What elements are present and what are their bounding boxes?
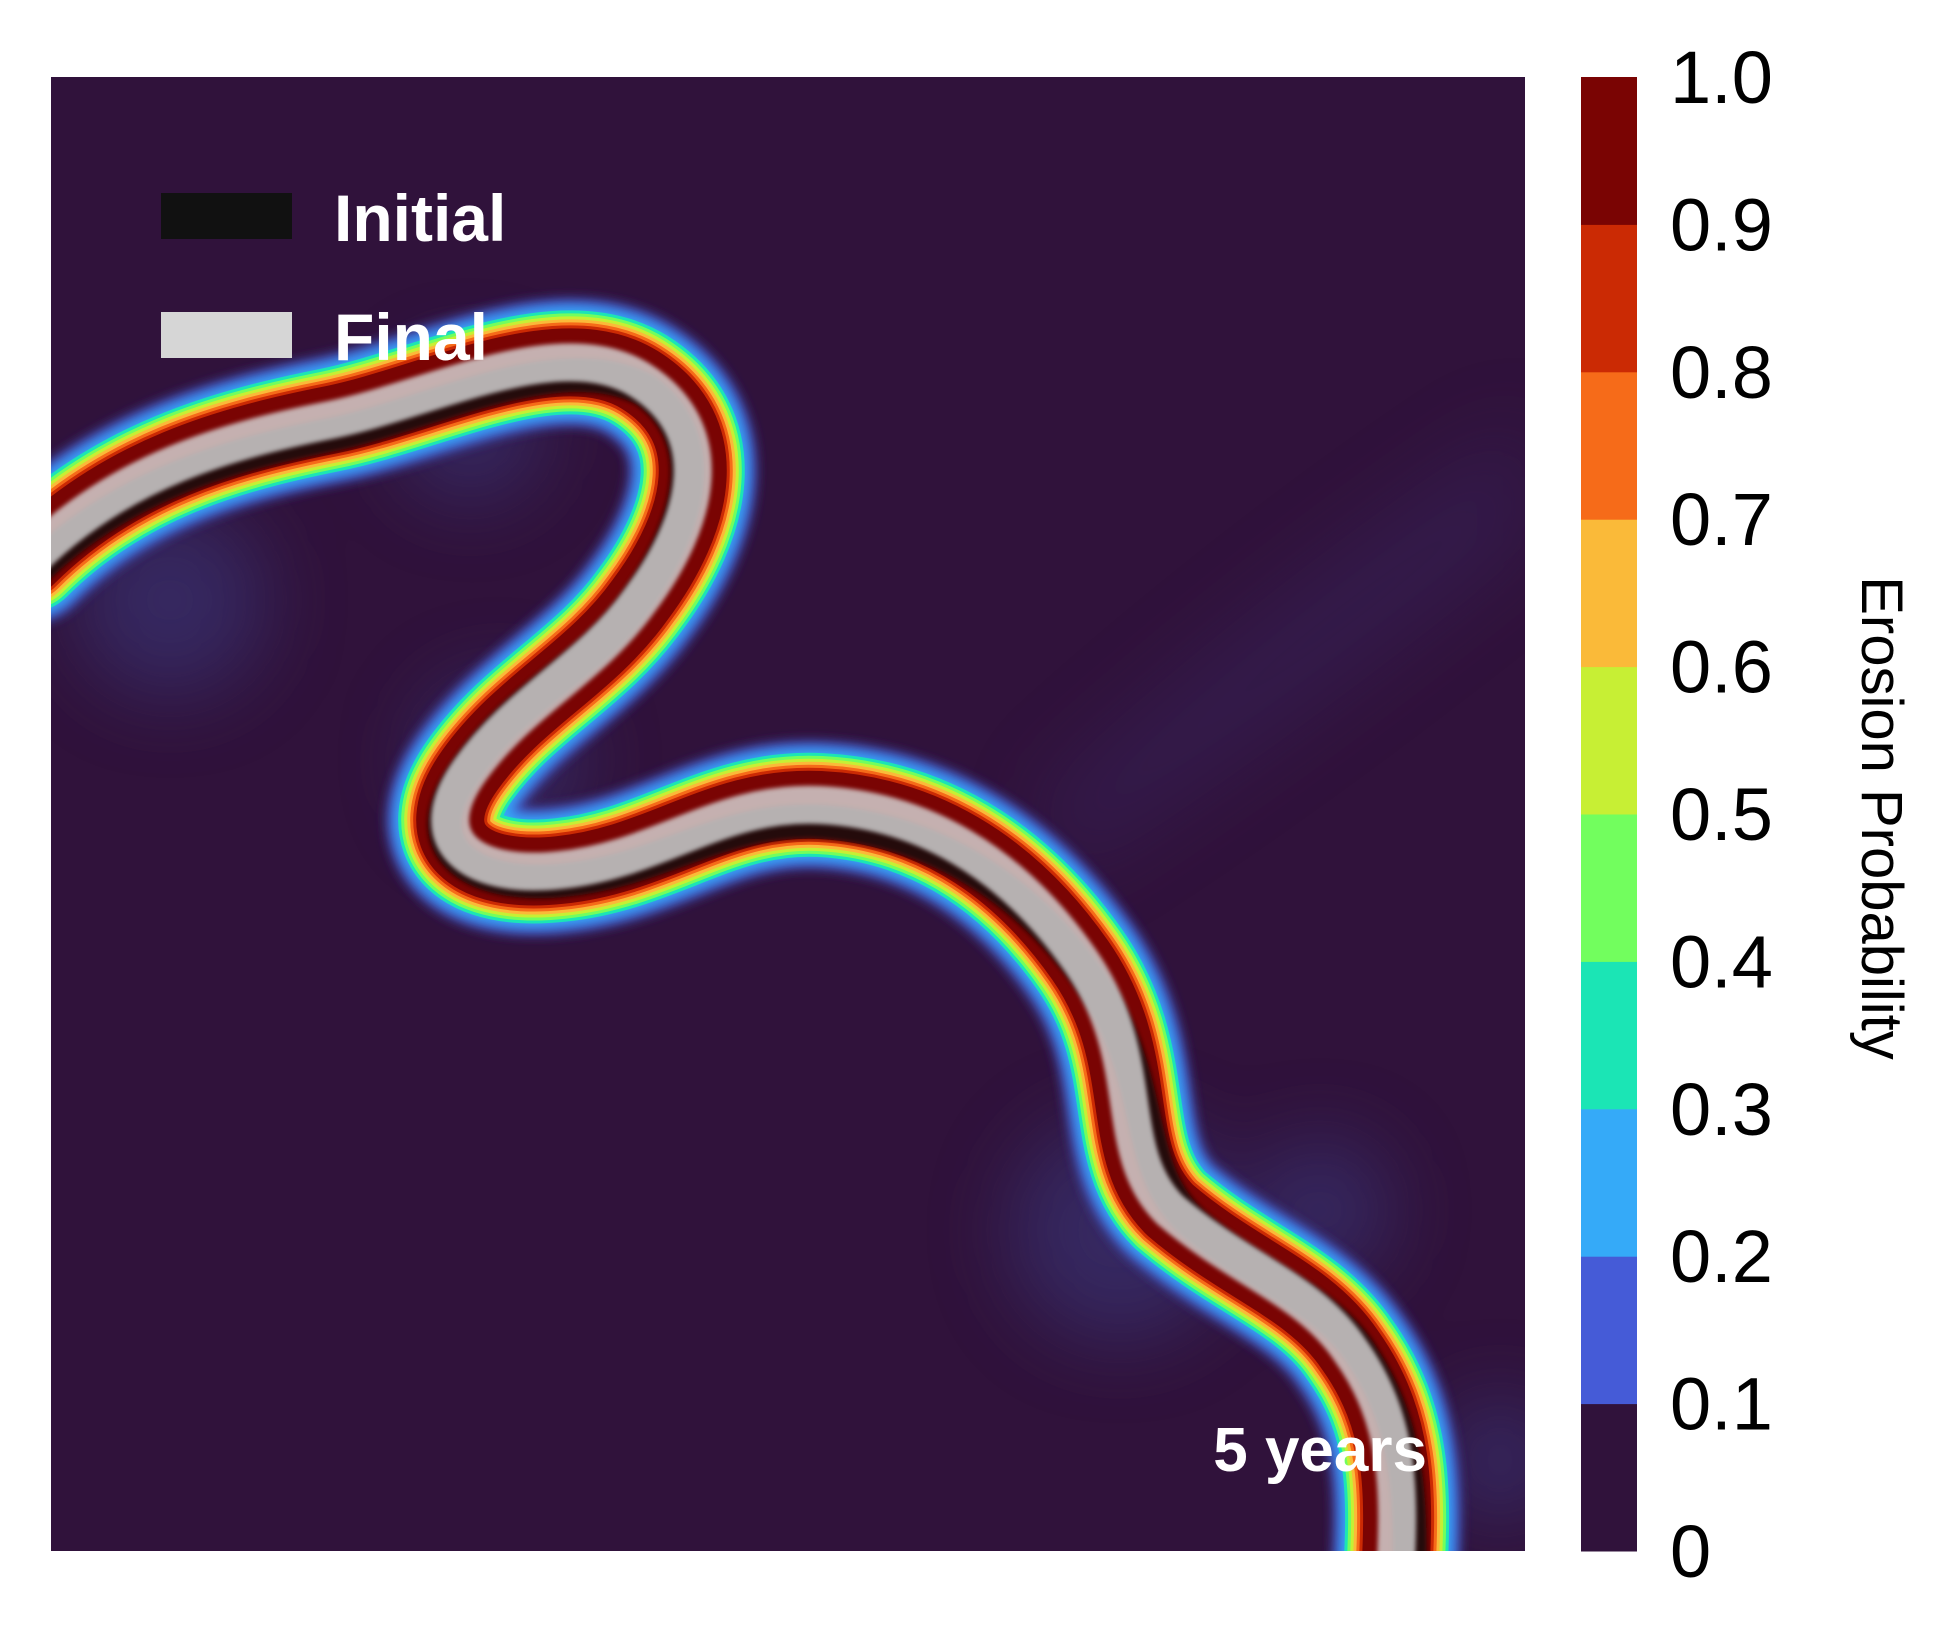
legend-label-initial: Initial [334, 181, 506, 255]
legend-swatch-final [161, 312, 292, 358]
colorbar [1581, 77, 1637, 1552]
time-annotation: 5 years [1213, 1416, 1427, 1485]
colorbar-bin-6 [1581, 519, 1637, 668]
final-channel [51, 343, 1417, 1551]
colorbar-bin-0 [1581, 1403, 1637, 1552]
colorbar-bin-9 [1581, 77, 1637, 225]
colorbar-tick-label: 0.4 [1670, 920, 1773, 1003]
plot-area [51, 298, 1525, 1551]
colorbar-bin-5 [1581, 666, 1637, 815]
colorbar-tick-label: 0.7 [1670, 478, 1773, 561]
legend-label-final: Final [334, 300, 488, 374]
colorbar-bin-2 [1581, 1108, 1637, 1257]
colorbar-tick-label: 0.6 [1670, 626, 1773, 709]
colorbar-tick-label: 0.8 [1670, 331, 1773, 414]
colorbar-tick-label: 0.3 [1670, 1068, 1773, 1151]
colorbar-ticks: 0 0.1 0.2 0.3 0.4 0.5 0.6 0.7 0.8 0.9 1.0 [1670, 36, 1773, 1593]
colorbar-tick-label: 0.9 [1670, 183, 1773, 266]
colorbar-bin-4 [1581, 814, 1637, 962]
colorbar-bin-1 [1581, 1256, 1637, 1405]
colorbar-tick-label: 0.5 [1670, 773, 1773, 856]
colorbar-tick-label: 0.2 [1670, 1215, 1773, 1298]
colorbar-tick-label: 0.1 [1670, 1363, 1773, 1446]
colorbar-bin-7 [1581, 371, 1637, 520]
colorbar-tick-label: 1.0 [1670, 36, 1773, 119]
colorbar-bin-8 [1581, 224, 1637, 373]
legend: Initial Final [161, 181, 506, 374]
colorbar-tick-label: 0 [1670, 1510, 1711, 1593]
distant-channel-shadow [1040, 423, 1525, 880]
colorbar-label: Erosion Probability [1849, 576, 1914, 1060]
legend-swatch-initial [161, 193, 292, 239]
colorbar-bin-3 [1581, 961, 1637, 1110]
